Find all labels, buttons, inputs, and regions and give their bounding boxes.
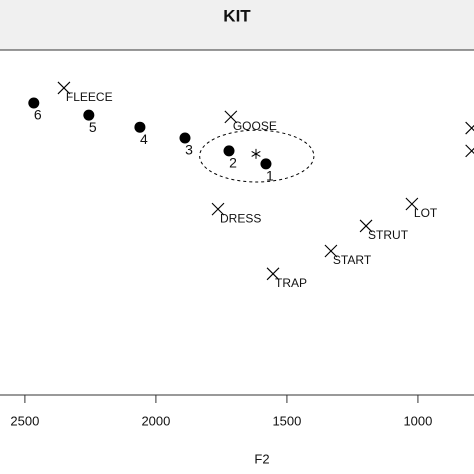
cross-point bbox=[405, 197, 419, 211]
point-label: LOT bbox=[414, 206, 438, 220]
cross-point bbox=[465, 144, 474, 158]
point-label: 6 bbox=[34, 107, 42, 123]
dot-point bbox=[28, 97, 40, 109]
point-label: GOOSE bbox=[233, 119, 277, 133]
asterisk-point bbox=[251, 148, 261, 159]
point-label: TRAP bbox=[275, 276, 307, 290]
dot-point bbox=[134, 121, 146, 133]
point-label: FLEECE bbox=[66, 90, 113, 104]
cross-point bbox=[224, 110, 238, 124]
cross-point bbox=[324, 244, 338, 258]
point-label: 3 bbox=[185, 142, 193, 158]
chart-title: KIT bbox=[223, 6, 251, 25]
cross-point bbox=[465, 121, 474, 135]
cross-point bbox=[359, 219, 373, 233]
x-tick-label: 2500 bbox=[10, 413, 39, 428]
dot-point bbox=[260, 158, 272, 170]
cross-point bbox=[266, 267, 280, 281]
cross-point bbox=[57, 81, 71, 95]
dot-point bbox=[83, 109, 95, 121]
x-axis-label: F2 bbox=[254, 451, 269, 466]
dot-point bbox=[223, 145, 235, 157]
point-label: 5 bbox=[89, 119, 97, 135]
x-tick-label: 1500 bbox=[272, 413, 301, 428]
dot-point bbox=[179, 132, 191, 144]
x-tick-label: 1000 bbox=[403, 413, 432, 428]
ellipse bbox=[199, 129, 315, 183]
x-tick-label: 2000 bbox=[141, 413, 170, 428]
point-label: 1 bbox=[266, 168, 274, 184]
point-label: 2 bbox=[229, 155, 237, 171]
title-strip bbox=[0, 0, 474, 50]
point-label: DRESS bbox=[220, 211, 261, 225]
point-label: STRUT bbox=[368, 228, 409, 242]
point-label: 4 bbox=[140, 131, 148, 147]
cross-point bbox=[211, 202, 225, 216]
point-label: START bbox=[333, 253, 372, 267]
